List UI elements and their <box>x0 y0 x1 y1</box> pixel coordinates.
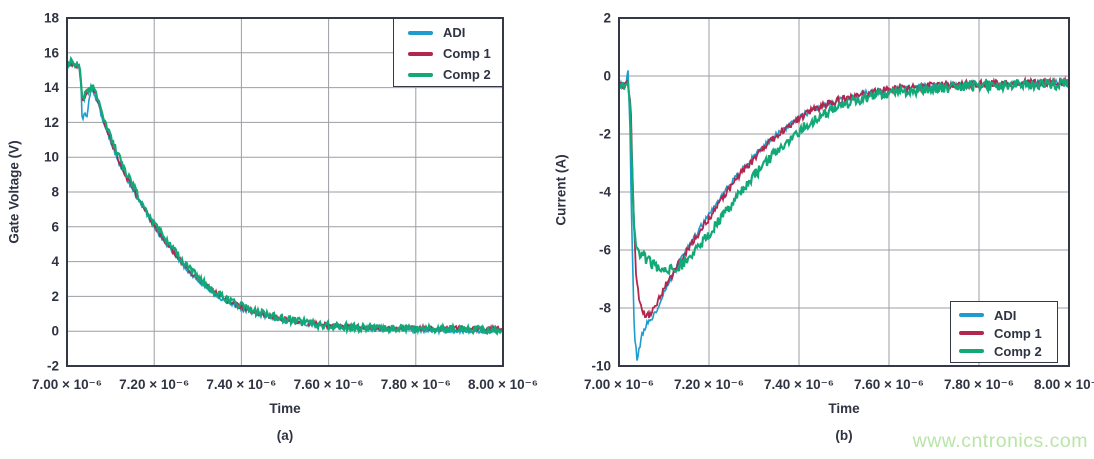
series-line-comp1 <box>67 59 503 335</box>
legend-label-comp1: Comp 1 <box>443 46 491 61</box>
legend-item-adi: ADI <box>408 22 502 43</box>
x-tick-label: 7.80 × 10⁻⁶ <box>381 377 451 392</box>
y-axis-label-current: Current (A) <box>553 154 569 226</box>
legend-label-adi: ADI <box>994 307 1017 323</box>
x-tick-label: 7.00 × 10⁻⁶ <box>32 377 102 392</box>
series-line-adi <box>67 62 503 336</box>
legend-swatch-comp2 <box>959 349 984 353</box>
legend-chart-a: ADI Comp 1 Comp 2 <box>393 18 503 87</box>
x-tick-label: 7.40 × 10⁻⁶ <box>206 377 276 392</box>
x-axis-label-time-a: Time <box>269 401 301 416</box>
legend-chart-b: ADI Comp 1 Comp 2 <box>950 301 1058 363</box>
legend-swatch-comp1 <box>959 331 984 335</box>
y-tick-label: 12 <box>44 115 59 130</box>
y-tick-label: -8 <box>599 301 611 316</box>
y-tick-label: 2 <box>51 289 59 304</box>
legend-item-comp2: Comp 2 <box>408 64 502 85</box>
x-tick-label: 8.00 × 10⁻⁶ <box>468 377 538 392</box>
y-tick-label: 0 <box>51 324 59 339</box>
plot-area-gate-voltage: 7.00 × 10⁻⁶ 7.20 × 10⁻⁶ 7.40 × 10⁻⁶ 7.60 × … <box>32 11 538 393</box>
legend-label-adi: ADI <box>443 25 466 40</box>
x-tick-label: 8.00 × 10⁻⁶ <box>1034 377 1094 392</box>
series-line-comp2 <box>67 55 503 336</box>
plot-border <box>66 17 504 367</box>
x-axis-label-time-b: Time <box>828 401 860 416</box>
y-axis-label-gate-voltage: Gate Voltage (V) <box>6 140 22 244</box>
legend-label-comp1: Comp 1 <box>994 325 1042 341</box>
x-tick-label: 7.80 × 10⁻⁶ <box>944 377 1014 392</box>
x-tick-label: 7.00 × 10⁻⁶ <box>584 377 654 392</box>
x-tick-label: 7.60 × 10⁻⁶ <box>854 377 924 392</box>
y-tick-label: 14 <box>44 80 60 95</box>
watermark-text: www.cntronics.com <box>912 430 1088 452</box>
y-tick-label: 0 <box>603 69 611 84</box>
y-tick-label: 6 <box>51 219 59 234</box>
y-tick-label: 10 <box>44 150 59 165</box>
legend-item-comp1: Comp 1 <box>408 43 502 64</box>
legend-label-comp2: Comp 2 <box>994 343 1042 359</box>
y-tick-label: 2 <box>603 11 611 26</box>
x-tick-label: 7.60 × 10⁻⁶ <box>294 377 364 392</box>
plot-border <box>618 17 1070 367</box>
y-tick-label: -2 <box>47 359 59 374</box>
y-tick-label: 8 <box>51 185 59 200</box>
y-tick-label: -4 <box>599 185 611 200</box>
legend-label-comp2: Comp 2 <box>443 67 491 82</box>
legend-item-adi: ADI <box>959 306 1057 324</box>
legend-swatch-adi <box>408 30 433 35</box>
y-tick-label: 16 <box>44 45 60 60</box>
series-line-comp1 <box>619 75 1069 319</box>
subfigure-caption-b: (b) <box>835 428 853 443</box>
x-tick-label: 7.20 × 10⁻⁶ <box>119 377 189 392</box>
y-tick-label: -6 <box>599 243 611 258</box>
x-tick-label: 7.40 × 10⁻⁶ <box>764 377 834 392</box>
series-line-comp2 <box>619 77 1069 276</box>
y-tick-label: -10 <box>591 359 611 374</box>
legend-swatch-adi <box>959 313 984 317</box>
legend-item-comp1: Comp 1 <box>959 324 1057 342</box>
legend-swatch-comp2 <box>408 72 433 77</box>
x-tick-label: 7.20 × 10⁻⁶ <box>674 377 744 392</box>
y-tick-label: -2 <box>599 127 611 142</box>
legend-swatch-comp1 <box>408 51 433 56</box>
y-tick-label: 18 <box>44 11 60 26</box>
legend-item-comp2: Comp 2 <box>959 342 1057 360</box>
subfigure-caption-a: (a) <box>276 428 294 443</box>
y-tick-label: 4 <box>51 254 59 269</box>
plot-area-current: 7.00 × 10⁻⁶ 7.20 × 10⁻⁶ 7.40 × 10⁻⁶ 7.60 × … <box>584 11 1094 393</box>
